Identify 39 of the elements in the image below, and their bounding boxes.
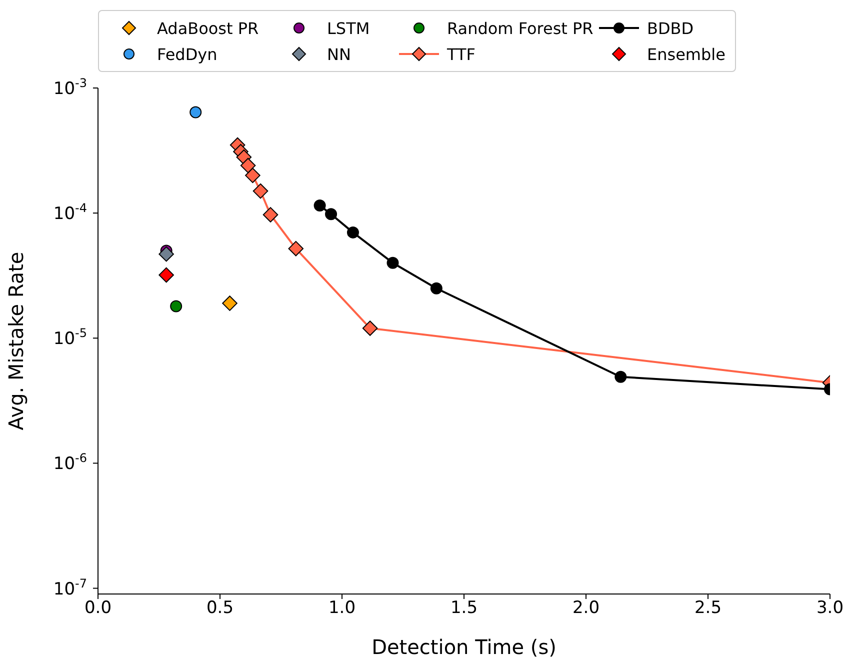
- point: [325, 208, 338, 220]
- x-axis-title: Detection Time (s): [372, 635, 556, 659]
- point: [240, 158, 256, 174]
- x-tick-label: 0.0: [84, 598, 112, 618]
- point: [158, 246, 174, 262]
- legend-label: NN: [327, 44, 351, 64]
- point: [190, 106, 202, 118]
- x-tick-label: 0.5: [206, 598, 234, 618]
- y-tick-label: 10$^{-4}$: [53, 201, 87, 224]
- x-tick-label: 1.0: [328, 598, 356, 618]
- legend-label: Random Forest PR: [447, 18, 594, 38]
- y-tick-label: 10$^{-7}$: [53, 576, 87, 600]
- point: [245, 168, 260, 184]
- legend-label: TTF: [447, 44, 476, 64]
- x-tick-label: 2.5: [694, 598, 722, 618]
- point: [314, 199, 326, 212]
- point: [430, 282, 442, 294]
- x-tick-label: 3.0: [816, 598, 844, 618]
- point: [288, 240, 304, 256]
- legend-label: Ensemble: [647, 44, 726, 64]
- point: [614, 370, 627, 383]
- x-tick-label: 2.0: [572, 598, 600, 618]
- legend-label: FedDyn: [157, 44, 218, 64]
- x-tick-label: 1.5: [450, 598, 478, 618]
- point: [170, 300, 182, 312]
- y-tick-label: 10$^{-5}$: [53, 326, 87, 350]
- point: [262, 207, 278, 222]
- point: [158, 267, 174, 283]
- point: [386, 256, 399, 269]
- y-axis-title: Avg. Mistake Rate: [4, 252, 28, 430]
- point: [346, 226, 359, 238]
- y-tick-label: 10$^{-3}$: [53, 76, 87, 99]
- point: [252, 183, 268, 199]
- legend-label: LSTM: [327, 18, 370, 38]
- legend-label: BDBD: [647, 18, 694, 38]
- point: [362, 320, 378, 336]
- y-tick-label: 10$^{-6}$: [53, 451, 87, 474]
- point: [222, 296, 238, 311]
- legend-label: AdaBoost PR: [157, 18, 259, 38]
